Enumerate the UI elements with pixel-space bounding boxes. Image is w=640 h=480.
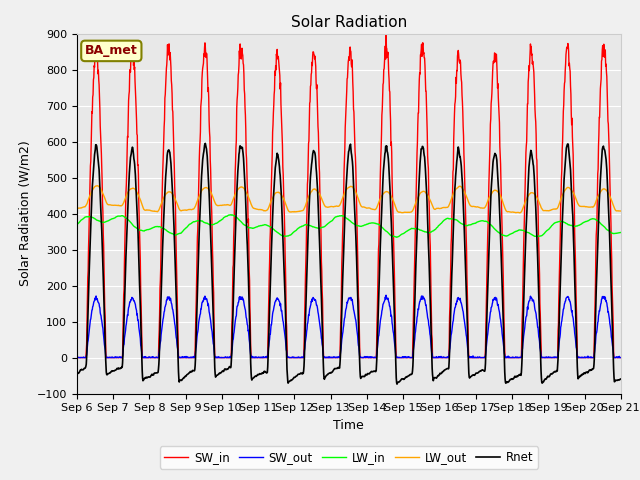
Line: LW_in: LW_in xyxy=(77,215,621,237)
SW_in xyxy=(505,355,513,360)
Line: SW_out: SW_out xyxy=(77,295,621,358)
SW_in xyxy=(73,355,81,360)
SW_in xyxy=(180,355,188,360)
LW_out xyxy=(181,207,189,213)
Rnet xyxy=(617,376,625,382)
LW_out xyxy=(516,210,524,216)
Title: Solar Radiation: Solar Radiation xyxy=(291,15,407,30)
LW_out xyxy=(255,207,263,213)
Rnet xyxy=(434,373,442,379)
Rnet xyxy=(180,374,188,380)
Rnet xyxy=(393,381,401,387)
SW_out xyxy=(73,354,81,360)
LW_out xyxy=(93,183,100,189)
SW_out xyxy=(181,354,189,360)
LW_in xyxy=(73,221,81,227)
Rnet xyxy=(194,277,202,283)
LW_in xyxy=(393,234,401,240)
Rnet xyxy=(255,372,263,377)
LW_out xyxy=(505,209,513,215)
LW_in xyxy=(194,218,202,224)
Rnet xyxy=(505,379,513,384)
Rnet xyxy=(553,368,561,373)
SW_out xyxy=(255,354,263,360)
SW_in xyxy=(553,355,561,360)
SW_out xyxy=(553,355,561,360)
SW_out xyxy=(195,326,202,332)
LW_out xyxy=(73,205,81,211)
LW_in xyxy=(553,219,561,225)
LW_in xyxy=(227,212,234,218)
SW_in xyxy=(382,29,390,35)
SW_in xyxy=(255,355,262,360)
SW_in xyxy=(617,355,625,360)
LW_in xyxy=(617,229,625,235)
LW_in xyxy=(180,227,188,232)
SW_out xyxy=(434,355,442,360)
SW_out xyxy=(617,355,625,360)
Y-axis label: Solar Radiation (W/m2): Solar Radiation (W/m2) xyxy=(18,141,31,287)
LW_in xyxy=(434,224,442,230)
LW_out xyxy=(617,208,625,214)
Line: SW_in: SW_in xyxy=(77,32,621,358)
LW_out xyxy=(195,196,202,202)
LW_in xyxy=(255,223,263,229)
SW_in xyxy=(194,227,202,232)
SW_out xyxy=(382,292,390,298)
LW_out xyxy=(553,206,561,212)
Line: Rnet: Rnet xyxy=(77,144,621,384)
SW_out xyxy=(505,355,513,360)
LW_in xyxy=(505,232,513,238)
LW_out xyxy=(434,205,442,211)
Line: LW_out: LW_out xyxy=(77,186,621,213)
Legend: SW_in, SW_out, LW_in, LW_out, Rnet: SW_in, SW_out, LW_in, LW_out, Rnet xyxy=(159,446,538,469)
SW_out xyxy=(75,355,83,360)
X-axis label: Time: Time xyxy=(333,419,364,432)
SW_in xyxy=(434,355,442,360)
Rnet xyxy=(202,141,209,146)
Rnet xyxy=(73,372,81,377)
Text: BA_met: BA_met xyxy=(85,44,138,58)
